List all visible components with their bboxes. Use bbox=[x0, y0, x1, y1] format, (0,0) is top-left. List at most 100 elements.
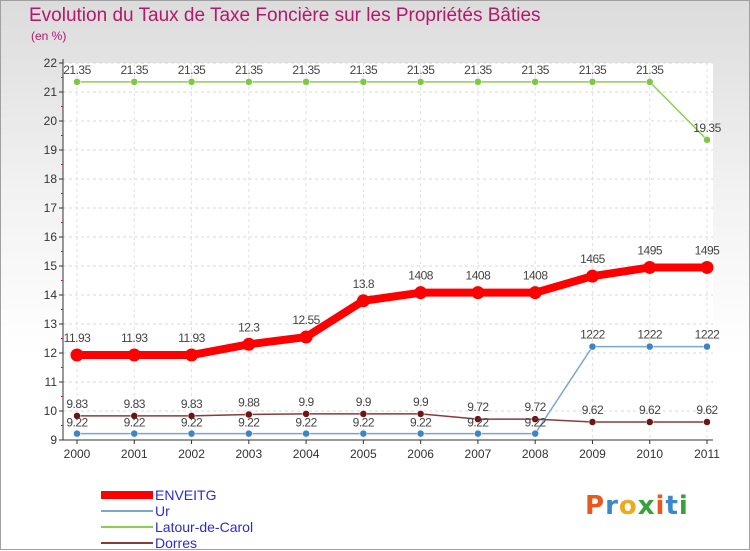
data-label: 1222 bbox=[695, 328, 721, 342]
data-point bbox=[359, 78, 368, 86]
data-point bbox=[302, 410, 310, 418]
data-point bbox=[588, 78, 597, 86]
data-label: 9.83 bbox=[66, 397, 88, 411]
x-tick-label: 2003 bbox=[235, 447, 262, 461]
x-tick-label: 2011 bbox=[694, 447, 720, 461]
data-label: 1408 bbox=[523, 269, 549, 283]
legend-swatch bbox=[101, 510, 153, 512]
data-point bbox=[130, 429, 139, 438]
legend-swatch bbox=[101, 491, 153, 499]
series-dorres bbox=[73, 410, 711, 426]
data-point bbox=[127, 348, 141, 362]
y-tick-label: 20 bbox=[44, 114, 58, 128]
plot-area bbox=[63, 63, 713, 440]
data-point bbox=[73, 78, 81, 86]
data-label: 9.22 bbox=[525, 416, 547, 430]
data-label: 1222 bbox=[580, 328, 606, 342]
y-tick-label: 10 bbox=[44, 404, 58, 418]
data-point bbox=[643, 260, 657, 274]
legend-label: ENVEITG bbox=[155, 487, 217, 503]
data-point bbox=[245, 429, 253, 438]
data-label: 9.62 bbox=[639, 403, 661, 417]
data-label: 9.9 bbox=[413, 395, 429, 409]
data-label: 21.35 bbox=[63, 63, 91, 77]
logo-letter: o bbox=[618, 491, 638, 521]
x-tick-label: 2010 bbox=[636, 447, 663, 461]
data-point bbox=[588, 418, 597, 426]
data-point bbox=[245, 78, 253, 86]
data-label: 9.9 bbox=[298, 395, 314, 409]
y-unit-label: (en %) bbox=[31, 29, 67, 43]
x-tick-label: 2000 bbox=[64, 447, 91, 461]
series-enveitg bbox=[70, 260, 714, 362]
data-label: 12.55 bbox=[292, 313, 320, 327]
data-point bbox=[187, 429, 196, 438]
y-tick-label: 17 bbox=[44, 201, 58, 215]
data-label: 21.35 bbox=[636, 63, 664, 77]
legend-label: Latour-de-Carol bbox=[155, 519, 254, 535]
y-tick-label: 18 bbox=[44, 172, 58, 186]
data-label: 1408 bbox=[466, 269, 492, 283]
data-point bbox=[531, 78, 539, 86]
data-point bbox=[242, 337, 256, 351]
data-label: 1222 bbox=[637, 328, 663, 342]
data-point bbox=[130, 78, 139, 86]
data-point bbox=[416, 410, 425, 418]
data-label: 9.83 bbox=[124, 397, 146, 411]
series-latour-de-carol bbox=[73, 78, 711, 144]
legend-swatch bbox=[101, 542, 153, 544]
data-point bbox=[645, 342, 654, 351]
data-point bbox=[474, 415, 482, 423]
data-label: 11.93 bbox=[121, 331, 148, 345]
data-label: 1495 bbox=[695, 243, 721, 257]
data-label: 21.35 bbox=[235, 63, 263, 77]
series-ur bbox=[73, 342, 711, 438]
legend-swatch bbox=[101, 526, 153, 528]
y-tick-label: 19 bbox=[44, 143, 58, 157]
logo-letter: P bbox=[585, 491, 606, 521]
data-label: 21.35 bbox=[121, 63, 149, 77]
data-point bbox=[416, 429, 425, 438]
x-tick-label: 2008 bbox=[522, 447, 549, 461]
logo-letter: t bbox=[665, 491, 679, 521]
logo-letter: r bbox=[605, 491, 619, 521]
data-label: 11.93 bbox=[64, 331, 91, 345]
data-label: 1495 bbox=[637, 243, 663, 257]
series-line bbox=[76, 413, 708, 423]
logo-letter: i bbox=[655, 491, 666, 521]
data-label: 9.83 bbox=[181, 397, 203, 411]
x-tick-label: 2009 bbox=[579, 447, 606, 461]
data-label: 19.35 bbox=[693, 121, 721, 135]
logo-letter: x bbox=[637, 491, 656, 521]
y-tick-label: 9 bbox=[50, 433, 57, 447]
data-label: 11.93 bbox=[178, 331, 205, 345]
y-tick-label: 12 bbox=[44, 346, 58, 360]
x-tick-label: 2005 bbox=[350, 447, 377, 461]
x-tick-label: 2006 bbox=[407, 447, 434, 461]
data-point bbox=[187, 78, 196, 86]
data-label: 9.22 bbox=[467, 416, 489, 430]
data-label: 21.35 bbox=[464, 63, 492, 77]
data-point bbox=[359, 410, 368, 418]
y-tick-label: 21 bbox=[44, 85, 58, 99]
data-label: 21.35 bbox=[579, 63, 607, 77]
data-label: 21.35 bbox=[521, 63, 549, 77]
x-tick-label: 2001 bbox=[121, 447, 148, 461]
legend-label: Ur bbox=[155, 503, 170, 519]
x-tick-label: 2002 bbox=[178, 447, 205, 461]
data-label: 12.3 bbox=[238, 320, 260, 334]
data-point bbox=[703, 136, 711, 144]
data-label: 9.22 bbox=[66, 416, 88, 430]
data-point bbox=[703, 418, 711, 426]
data-point bbox=[70, 348, 84, 362]
data-point bbox=[645, 418, 654, 426]
data-point bbox=[645, 78, 654, 86]
data-point bbox=[302, 429, 310, 438]
y-tick-label: 15 bbox=[44, 259, 58, 273]
data-label: 21.35 bbox=[292, 63, 320, 77]
data-label: 9.22 bbox=[238, 416, 260, 430]
data-label: 13.8 bbox=[353, 277, 375, 291]
y-tick-label: 22 bbox=[44, 56, 58, 70]
